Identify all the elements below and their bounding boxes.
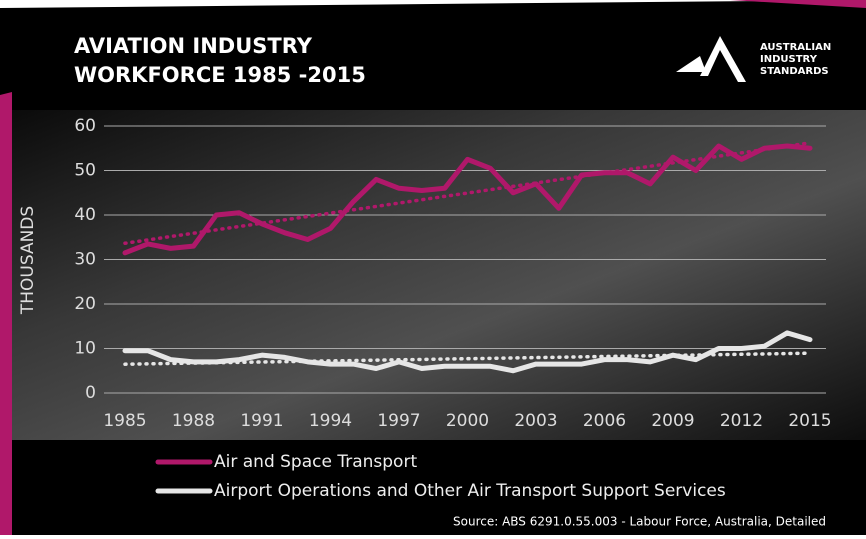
x-tick-label: 1997 — [377, 411, 420, 431]
y-tick-label: 50 — [74, 161, 96, 181]
logo-mark — [676, 56, 706, 72]
chart-title: AVIATION INDUSTRY — [74, 34, 313, 58]
logo-text: INDUSTRY — [760, 54, 818, 65]
logo-text: STANDARDS — [760, 66, 829, 77]
chart-title: WORKFORCE 1985 -2015 — [74, 63, 366, 87]
x-tick-label: 2009 — [651, 411, 694, 431]
x-tick-label: 2003 — [514, 411, 557, 431]
data-line — [122, 330, 813, 374]
logo-mark — [700, 36, 746, 82]
trend-line — [123, 351, 812, 366]
logo-text: AUSTRALIAN — [760, 42, 831, 53]
y-tick-label: 0 — [85, 383, 96, 403]
y-tick-label: 20 — [74, 294, 96, 314]
y-tick-label: 10 — [74, 339, 96, 359]
x-tick-label: 1991 — [240, 411, 283, 431]
x-tick-label: 2006 — [583, 411, 626, 431]
y-tick-label: 60 — [74, 116, 96, 136]
legend-label: Air and Space Transport — [214, 452, 417, 472]
data-line — [122, 143, 813, 256]
y-tick-label: 40 — [74, 205, 96, 225]
x-tick-label: 1985 — [103, 411, 146, 431]
x-tick-label: 1994 — [309, 411, 352, 431]
x-tick-label: 1988 — [172, 411, 215, 431]
legend-label: Airport Operations and Other Air Transpo… — [214, 481, 726, 501]
source-note: Source: ABS 6291.0.55.003 - Labour Force… — [453, 515, 826, 529]
x-tick-label: 2000 — [446, 411, 489, 431]
accent-top — [730, 0, 866, 8]
y-tick-label: 30 — [74, 250, 96, 270]
y-axis-label: THOUSANDS — [18, 206, 38, 315]
photo-backdrop — [0, 110, 866, 440]
accent-left — [0, 92, 12, 535]
x-tick-label: 2012 — [720, 411, 763, 431]
x-tick-label: 2015 — [788, 411, 831, 431]
